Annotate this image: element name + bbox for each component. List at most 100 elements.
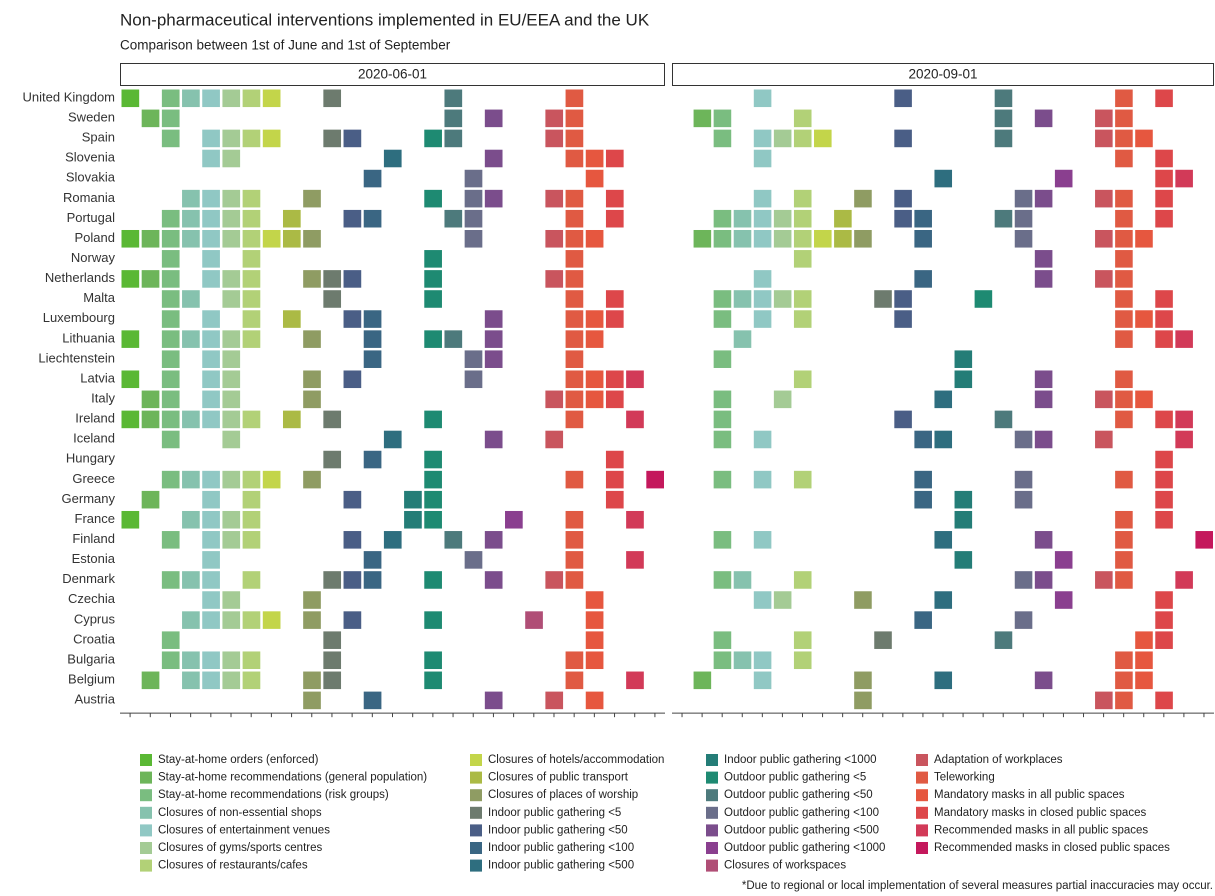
tile [1154,329,1174,349]
tile [544,228,565,249]
tile [564,249,585,269]
tile [564,389,585,410]
tile [645,469,666,490]
tile [712,289,733,309]
tile [1013,489,1034,510]
tile [443,208,464,229]
tile [792,228,813,249]
tile [1174,429,1194,450]
tile [625,409,645,430]
tile [221,530,242,550]
tile [752,88,773,109]
tile [241,489,262,510]
tile [564,650,585,671]
legend-label: Closures of non-essential shops [158,807,322,819]
tile [1033,188,1054,209]
tile [792,469,813,490]
tile [181,670,201,691]
legend-swatch [140,789,152,802]
tile [792,630,813,650]
tile [564,329,585,349]
tile [1154,309,1174,329]
tile [281,309,302,329]
tile [181,188,201,209]
tile [181,228,201,249]
tile [792,650,813,671]
tile [1174,168,1194,189]
tile [1094,429,1114,450]
tile [221,389,242,410]
tile [712,349,733,369]
tile [201,369,221,390]
tile [1154,168,1174,189]
tile [463,228,484,249]
legend-label: Closures of gyms/sports centres [158,842,323,854]
tile [544,108,565,129]
tile [261,88,282,109]
tile [792,208,813,229]
tile [423,610,443,630]
tile [604,489,625,510]
country-label: Denmark [62,571,115,586]
tile [1033,108,1054,129]
tile [160,429,181,450]
tile [772,389,793,410]
tile [221,269,242,289]
legend-label: Teleworking [934,772,995,784]
tile [362,349,383,369]
tile [1114,208,1134,229]
country-label: Spain [82,130,115,145]
tile [362,168,383,189]
tile [423,289,443,309]
tile [201,208,221,229]
tile [160,289,181,309]
country-label: Malta [83,290,116,305]
tile [221,349,242,369]
tile [993,208,1014,229]
tile [1154,289,1174,309]
tile [953,509,974,530]
tile [993,630,1014,650]
tile [913,269,933,289]
legend-label: Indoor public gathering <100 [488,842,634,854]
tile [160,530,181,550]
legend-label: Outdoor public gathering <100 [724,807,879,819]
legend-swatch [470,859,482,872]
tile [1114,409,1134,430]
tile [1033,369,1054,390]
tile [483,329,504,349]
tile [120,509,141,530]
tile [181,289,201,309]
legend-swatch [706,789,718,802]
tile [382,148,403,169]
tile [712,630,733,650]
tile [1114,530,1134,550]
tile [403,509,423,530]
tile [564,108,585,129]
tile [221,610,242,630]
tile [483,188,504,209]
tile [564,469,585,490]
country-label: Bulgaria [67,651,115,666]
tile [1114,650,1134,671]
legend-swatch [916,771,928,784]
tile [483,148,504,169]
tile [993,88,1014,109]
legend-label: Outdoor public gathering <1000 [724,842,885,854]
tile [752,188,773,209]
legend-swatch [470,824,482,837]
tile [483,309,504,329]
tile [120,369,141,390]
tile [241,188,262,209]
tile [322,570,343,590]
legend-label: Recommended masks in closed public space… [934,842,1170,854]
tile [201,188,221,209]
tile [1154,690,1174,711]
legend-label: Closures of entertainment venues [158,824,330,836]
tile [362,570,383,590]
tile [261,610,282,630]
tile [140,228,161,249]
tile [281,409,302,430]
country-label: Netherlands [45,270,116,285]
tile [584,610,605,630]
